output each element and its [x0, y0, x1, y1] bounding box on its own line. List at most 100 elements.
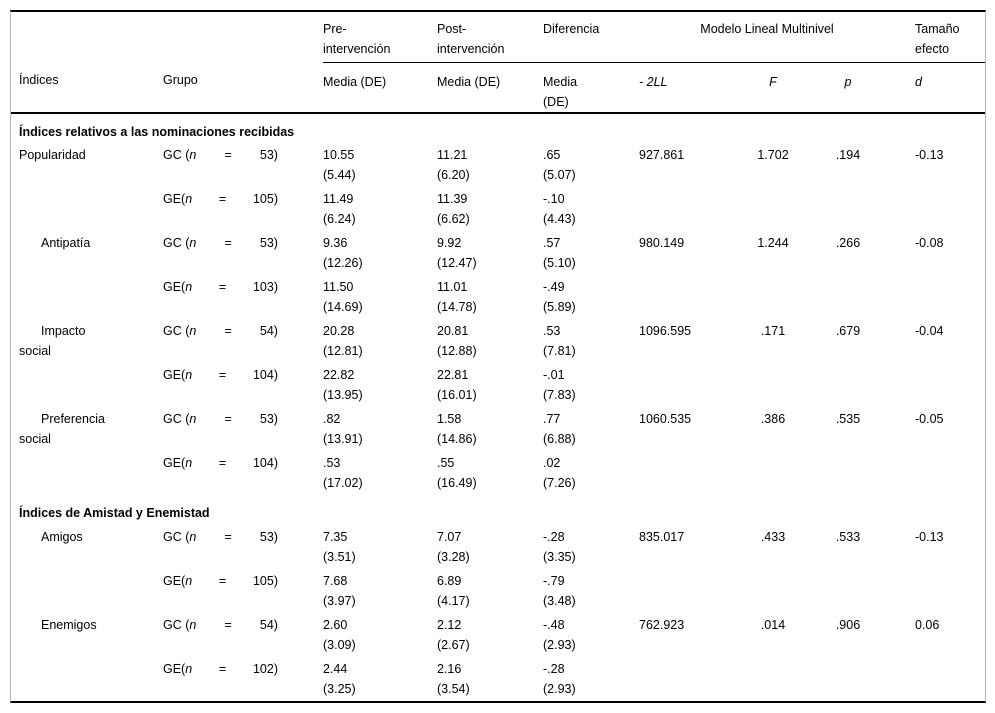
- cell-mean-sd: 2.16 (3.54): [437, 657, 543, 701]
- table-row: GE(n = 103) 11.50 (14.69) 11.01 (14.78) -.49 (5.…: [11, 275, 985, 319]
- group-count: 105): [252, 191, 278, 206]
- cell-mean-sd: 10.55 (5.44): [323, 143, 437, 187]
- mean-value: 11.21: [437, 147, 468, 162]
- cell-group: GE(n = 103): [161, 275, 323, 319]
- table-row: GE(n = 105) 11.49 (6.24) 11.39 (6.62) -.10 (4.43…: [11, 187, 985, 231]
- group-count: 54): [259, 323, 278, 338]
- index-label: Impacto: [41, 323, 86, 338]
- cell-index: Popularidad: [11, 143, 161, 231]
- sd-value: (16.01): [437, 387, 477, 402]
- sd-value: (6.62): [437, 211, 470, 226]
- index-label: Antipatía: [41, 235, 91, 250]
- mean-value: 6.89: [437, 573, 462, 588]
- group-count: 53): [259, 147, 278, 162]
- sd-value: (7.81): [543, 343, 576, 358]
- sd-value: (5.89): [543, 299, 576, 314]
- group-equals: =: [224, 147, 232, 162]
- subheader-p: p: [801, 62, 895, 114]
- group-n-symbol: n: [185, 455, 193, 470]
- mean-value: -.79: [543, 573, 565, 588]
- group-prefix: GE(n: [163, 661, 193, 676]
- index-label: Amigos: [41, 529, 83, 544]
- sd-value: (12.26): [323, 255, 363, 270]
- table-row: Enemigos GC (n = 54) 2.60 (3.09) 2.12 (2.67) -.4…: [11, 613, 985, 657]
- col-header-diferencia: Diferencia: [543, 12, 639, 63]
- cell-mean-sd: .65 (5.07): [543, 143, 639, 187]
- sd-value: (13.95): [323, 387, 363, 402]
- cell-f: .014: [760, 617, 786, 632]
- cell-index: Enemigos: [11, 613, 161, 701]
- header-row-groups: Índices Grupo Pre- intervención Post- in…: [11, 12, 985, 114]
- sd-value: (3.54): [437, 681, 470, 696]
- cell-group: GC (n = 53): [161, 407, 323, 451]
- cell-2ll: 1096.595: [639, 323, 692, 338]
- cell-mean-sd: 7.68 (3.97): [323, 569, 437, 613]
- group-label: GE(n = 105): [163, 571, 278, 591]
- cell-mean-sd: -.28 (2.93): [543, 657, 639, 701]
- subheader-d: d: [895, 62, 985, 114]
- cell-mean-sd: 11.01 (14.78): [437, 275, 543, 319]
- group-label: GE(n = 102): [163, 659, 278, 679]
- mean-value: 20.81: [437, 323, 469, 338]
- group-n-symbol: n: [185, 279, 193, 294]
- cell-mean-sd: -.28 (3.35): [543, 525, 639, 569]
- mean-value: 2.12: [437, 617, 462, 632]
- mean-value: 7.35: [323, 529, 348, 544]
- cell-d: -0.13: [915, 529, 944, 544]
- cell-mean-sd: .57 (5.10): [543, 231, 639, 275]
- group-label: GC (n = 53): [163, 233, 278, 253]
- group-count: 53): [259, 235, 278, 250]
- cell-mean-sd: -.49 (5.89): [543, 275, 639, 319]
- cell-group: GE(n = 104): [161, 451, 323, 495]
- cell-mean-sd: -.79 (3.48): [543, 569, 639, 613]
- cell-group: GC (n = 53): [161, 231, 323, 275]
- group-n-symbol: n: [189, 411, 197, 426]
- index-label: Enemigos: [41, 617, 97, 632]
- cell-d: -0.13: [915, 147, 944, 162]
- section-header-row: Índices de Amistad y Enemistad: [11, 495, 985, 525]
- group-label: GE(n = 105): [163, 189, 278, 209]
- sd-value: (6.88): [543, 431, 576, 446]
- table-row: Popularidad GC (n = 53) 10.55 (5.44) 11.21 (6.2…: [11, 143, 985, 187]
- cell-mean-sd: 20.81 (12.88): [437, 319, 543, 363]
- subheader-2ll: - 2LL: [639, 62, 745, 114]
- group-prefix: GC (n: [163, 147, 197, 162]
- mean-value: 20.28: [323, 323, 355, 338]
- cell-p: .679: [835, 323, 861, 338]
- sd-value: (3.51): [323, 549, 356, 564]
- cell-group: GC (n = 54): [161, 613, 323, 657]
- cell-2ll: 1060.535: [639, 411, 692, 426]
- results-table-box: Índices Grupo Pre- intervención Post- in…: [10, 10, 986, 703]
- sd-value: (2.93): [543, 681, 576, 696]
- subheader-media-de-pre: Media (DE): [323, 62, 437, 114]
- sd-value: (5.07): [543, 167, 576, 182]
- mean-value: 7.07: [437, 529, 462, 544]
- sd-value: (3.35): [543, 549, 576, 564]
- group-label: GC (n = 53): [163, 409, 278, 429]
- table-row: GE(n = 104) .53 (17.02) .55 (16.49) .02 (7.26): [11, 451, 985, 495]
- cell-index: Antipatía: [11, 231, 161, 319]
- cell-f: 1.702: [757, 147, 789, 162]
- sd-value: (14.86): [437, 431, 477, 446]
- group-label: GE(n = 103): [163, 277, 278, 297]
- group-count: 103): [252, 279, 278, 294]
- mean-value: 9.36: [323, 235, 348, 250]
- group-prefix: GE(n: [163, 279, 193, 294]
- group-label: GE(n = 104): [163, 365, 278, 385]
- group-count: 53): [259, 529, 278, 544]
- mean-value: 11.50: [323, 279, 354, 294]
- mean-value: .02: [543, 455, 561, 470]
- index-label: social: [19, 343, 51, 358]
- sd-value: (3.48): [543, 593, 576, 608]
- table-row: GE(n = 105) 7.68 (3.97) 6.89 (4.17) -.79 (3.48): [11, 569, 985, 613]
- mean-value: 2.60: [323, 617, 348, 632]
- group-count: 104): [252, 367, 278, 382]
- group-equals: =: [224, 529, 232, 544]
- sd-value: (16.49): [437, 475, 477, 490]
- cell-mean-sd: .53 (7.81): [543, 319, 639, 363]
- sd-value: (17.02): [323, 475, 363, 490]
- mean-value: 11.49: [323, 191, 354, 206]
- mean-value: .65: [543, 147, 561, 162]
- group-count: 105): [252, 573, 278, 588]
- cell-mean-sd: 22.82 (13.95): [323, 363, 437, 407]
